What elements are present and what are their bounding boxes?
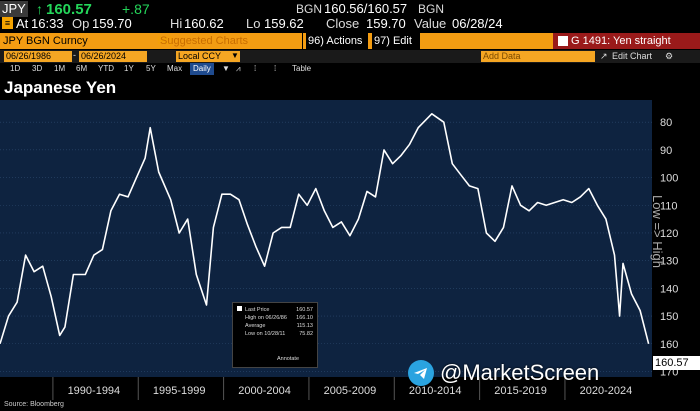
y-tick-label: 110 xyxy=(660,200,678,212)
open-value: 159.70 xyxy=(92,16,132,31)
x-axis: 1990-1994 1995-1999 2000-2004 2005-2009 2010… xyxy=(52,377,633,400)
x-tick-label: 1990-1994 xyxy=(68,385,121,397)
chart-plot-area xyxy=(0,100,652,377)
at-label: At xyxy=(16,16,29,31)
chart-gridlines xyxy=(0,121,652,372)
legend-last-label: Last Price xyxy=(245,307,270,313)
table-button[interactable]: Table xyxy=(292,64,312,73)
legend-low-value: 75.82 xyxy=(299,331,313,337)
suggested-charts-button[interactable]: Suggested Charts xyxy=(160,35,249,47)
period-max[interactable]: Max xyxy=(167,64,183,73)
period-bar: 1D 3D 1M 6M YTD 1Y 5Y Max Daily ▼ ⩘ ⁞ ⁞ … xyxy=(0,63,700,75)
chart-id[interactable]: G 1491: Yen straight xyxy=(553,33,700,49)
price-change: +.87 xyxy=(122,1,150,17)
period-1d[interactable]: 1D xyxy=(10,64,21,73)
currency-select[interactable]: Local CCY xyxy=(176,51,240,62)
more-dots-icon[interactable]: ⁞ xyxy=(254,64,257,73)
table-icon[interactable]: ⁞ xyxy=(274,64,277,73)
period-6m[interactable]: 6M xyxy=(76,64,88,73)
date-range-bar: 06/26/1986 - 06/26/2024 Local CCY ▼ Add … xyxy=(0,50,700,63)
quote-header: JPY ↑ 160.57 +.87 BGN 160.56/160.57 BGN … xyxy=(0,0,700,32)
currency-chevron-icon[interactable]: ▼ xyxy=(231,51,239,60)
close-label: Close xyxy=(326,16,360,31)
security-name[interactable]: JPY BGN Curncy xyxy=(3,35,88,47)
legend-last-value: 160.57 xyxy=(296,307,313,313)
edit-chart-button[interactable]: Edit Chart xyxy=(612,51,653,61)
last-price-tag: 160.57 xyxy=(653,356,700,370)
tools-icon[interactable]: ↗ xyxy=(600,51,608,61)
legend-avg-label: Average xyxy=(245,323,266,329)
actions-label: Actions xyxy=(326,35,363,47)
range-dash: - xyxy=(73,50,76,60)
edit-key: 97) xyxy=(374,35,390,47)
period-3d[interactable]: 3D xyxy=(32,64,43,73)
x-tick-label: 2000-2004 xyxy=(238,385,291,397)
high-label: Hi xyxy=(170,16,183,31)
value-label: Value xyxy=(414,16,447,31)
period-1m[interactable]: 1M xyxy=(54,64,66,73)
legend-avg-value: 115.13 xyxy=(296,323,313,329)
period-1y[interactable]: 1Y xyxy=(124,64,134,73)
watermark: @MarketScreen xyxy=(408,359,599,387)
source-label-2: BGN xyxy=(418,2,445,16)
x-tick-label: 2020-2024 xyxy=(580,385,633,397)
edit-label: Edit xyxy=(392,35,412,47)
last-price-swatch xyxy=(237,306,242,311)
actions-button[interactable]: 96) Actions xyxy=(306,33,368,49)
line-style-icon[interactable]: ⩘ xyxy=(236,64,241,73)
alert-icon[interactable]: ≡ xyxy=(2,17,13,29)
chart-title: Japanese Yen xyxy=(4,78,117,97)
high-value: 160.62 xyxy=(184,16,224,31)
frequency-chevron-icon[interactable]: ▼ xyxy=(222,64,230,73)
period-5y[interactable]: 5Y xyxy=(146,64,156,73)
y-tick-label: 150 xyxy=(660,311,678,323)
value-date: 06/28/24 xyxy=(452,16,503,31)
watermark-text: @MarketScreen xyxy=(440,360,600,385)
y-tick-label: 130 xyxy=(660,256,678,268)
x-tick-label: 1995-1999 xyxy=(153,385,206,397)
source-label: Source: Bloomberg xyxy=(4,401,64,408)
y-tick-label: 140 xyxy=(660,283,678,295)
y-tick-label: 90 xyxy=(660,145,672,157)
function-toolbar: JPY BGN Curncy 96) Suggested Charts 96) … xyxy=(0,33,700,49)
chart-id-icon xyxy=(558,36,568,46)
low-value: 159.62 xyxy=(264,16,304,31)
up-arrow-icon: ↑ xyxy=(36,1,43,17)
legend-low-label: Low on 10/28/11 xyxy=(245,331,286,337)
last-price: 160.57 xyxy=(46,1,92,18)
suggested-key: 96) xyxy=(157,33,173,49)
start-date-input[interactable]: 06/26/1986 xyxy=(4,51,72,62)
telegram-icon xyxy=(408,360,434,386)
y-tick-label: 120 xyxy=(660,228,678,240)
open-label: Op xyxy=(72,16,90,31)
bid-ask: 160.56/160.57 xyxy=(324,1,408,16)
y-tick-label: 100 xyxy=(660,173,678,185)
yen-price-line xyxy=(0,113,650,345)
settings-gear-icon[interactable]: ⚙ xyxy=(665,51,674,61)
x-tick-label: 2015-2019 xyxy=(494,385,547,397)
low-label: Lo xyxy=(246,16,261,31)
legend-high-label: High on 06/26/86 xyxy=(245,315,287,321)
annotate-button[interactable]: Annotate xyxy=(277,356,300,362)
ticker[interactable]: JPY xyxy=(0,1,28,17)
chart-legend[interactable]: Last Price 160.57 High on 06/26/86 166.1… xyxy=(232,302,318,368)
period-ytd[interactable]: YTD xyxy=(98,64,114,73)
actions-key: 96) xyxy=(308,35,324,47)
x-tick-label: 2010-2014 xyxy=(409,385,462,397)
quote-time: 16:33 xyxy=(31,16,64,31)
add-data-input[interactable]: Add Data xyxy=(481,51,595,62)
x-tick-label: 2005-2009 xyxy=(324,385,377,397)
y-tick-label: 160 xyxy=(660,339,678,351)
frequency-select[interactable]: Daily xyxy=(190,63,214,75)
close-value: 159.70 xyxy=(366,16,406,31)
source-label: BGN xyxy=(296,2,323,16)
y-axis-title: Low => High xyxy=(650,195,665,268)
legend-high-value: 166.10 xyxy=(296,315,313,321)
end-date-input[interactable]: 06/26/2024 xyxy=(79,51,147,62)
edit-button[interactable]: 97) Edit xyxy=(372,33,420,49)
y-tick-label: 80 xyxy=(660,117,672,129)
